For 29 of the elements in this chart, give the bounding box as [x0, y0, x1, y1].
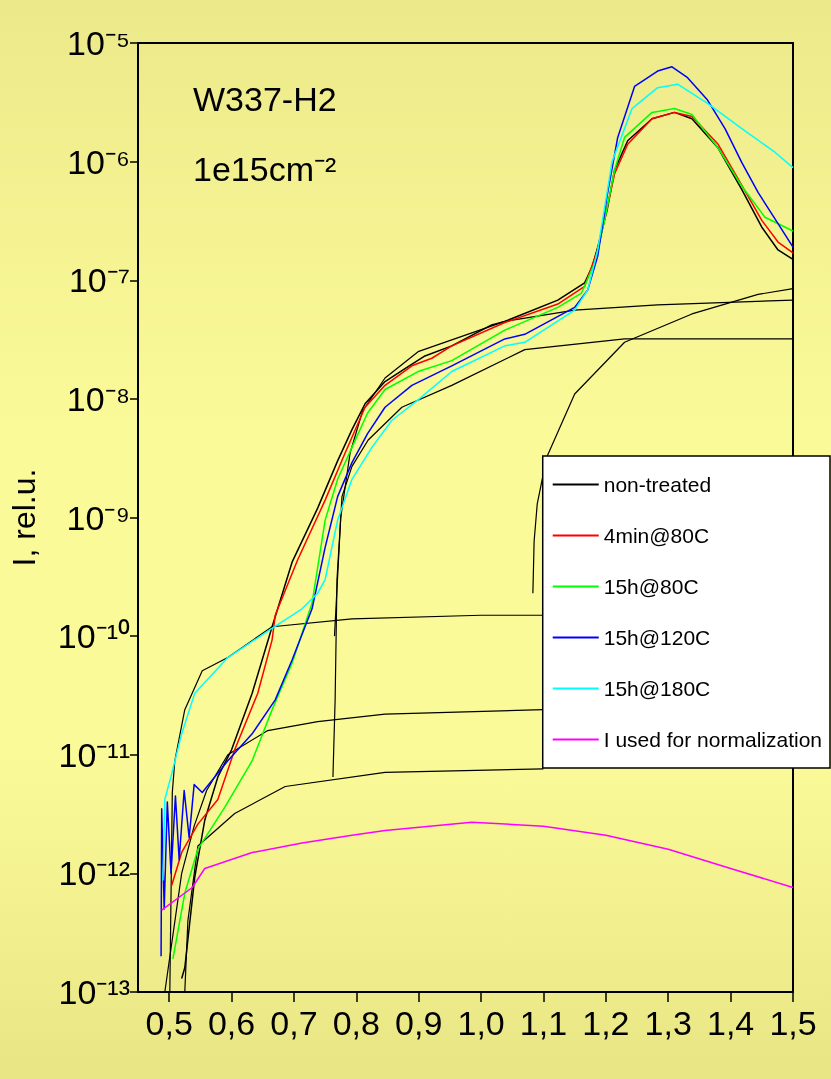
y-axis-title: I, rel.u. — [6, 468, 42, 567]
y-tick-label: 10⁻⁸ — [66, 379, 130, 418]
x-tick-label: 0,7 — [270, 1004, 318, 1042]
x-tick-label: 0,8 — [332, 1004, 380, 1042]
x-tick-label: 1,1 — [519, 1004, 568, 1042]
y-tick-label: 10⁻⁵ — [67, 24, 130, 62]
legend-label: non-treated — [603, 473, 712, 496]
legend-label: 15h@120C — [603, 626, 711, 649]
y-tick-label: 10⁻¹³ — [58, 973, 130, 1011]
x-tick-label: 1,4 — [706, 1004, 755, 1042]
y-tick-label: 10⁻⁶ — [67, 142, 130, 181]
legend-label: I used for normalization — [603, 728, 823, 751]
x-tick-label: 0,6 — [207, 1004, 256, 1042]
y-tick-label: 10⁻⁹ — [66, 498, 130, 537]
legend-label: 15h@80C — [603, 575, 699, 598]
legend-label: 15h@180C — [603, 677, 711, 700]
x-tick-label: 1,0 — [457, 1004, 505, 1042]
annotation: 1e15cm⁻² — [193, 150, 337, 188]
y-tick-label: 10⁻¹⁰ — [57, 617, 130, 656]
legend-label: 4min@80C — [603, 524, 710, 547]
y-tick-label: 10⁻⁷ — [68, 261, 130, 300]
x-tick-label: 1,3 — [644, 1004, 692, 1042]
annotation: W337-H2 — [193, 80, 337, 118]
x-tick-label: 1,5 — [769, 1004, 817, 1042]
x-tick-label: 0,5 — [145, 1004, 193, 1042]
y-tick-label: 10⁻¹¹ — [58, 735, 130, 774]
x-tick-label: 1,2 — [582, 1004, 630, 1042]
y-tick-label: 10⁻¹² — [58, 854, 130, 893]
x-tick-label: 0,9 — [395, 1004, 443, 1042]
